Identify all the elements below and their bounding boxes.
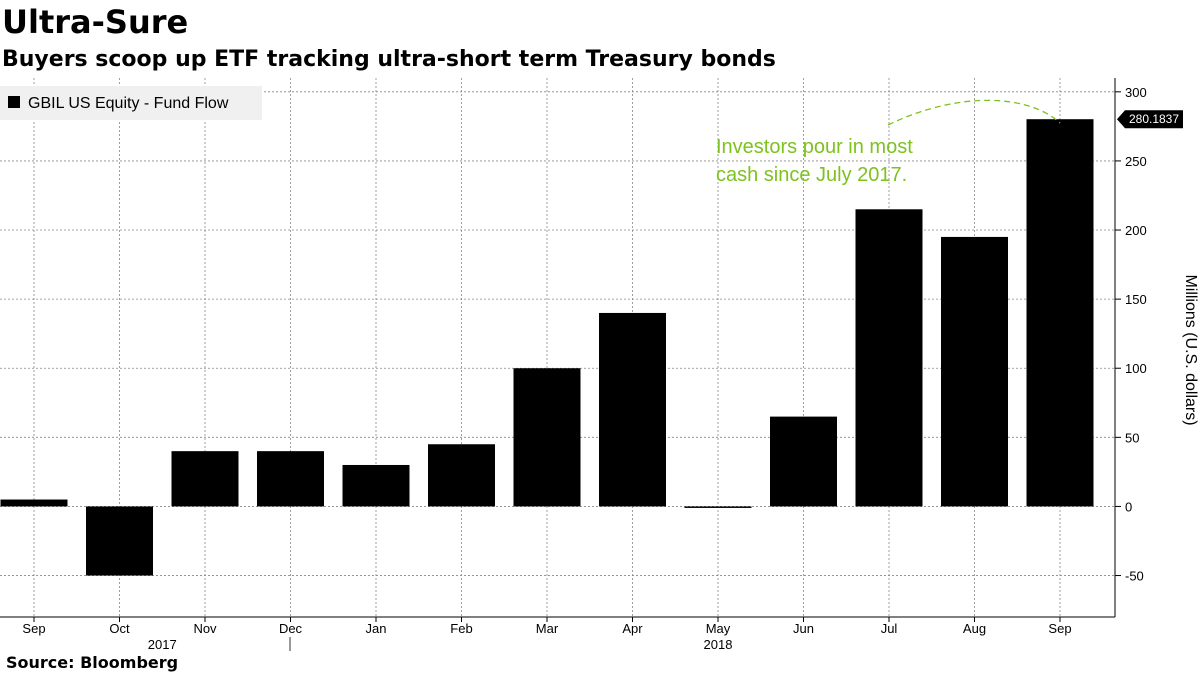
y-tick-label: -50 [1125,569,1144,584]
bar [342,464,410,507]
legend: GBIL US Equity - Fund Flow [0,86,262,120]
y-tick-label: 150 [1125,292,1147,307]
bar [599,312,666,507]
x-tick-label: Feb [450,621,472,636]
bar [171,451,239,507]
bar [428,444,495,507]
last-value-label: 280.1837 [1129,112,1179,126]
annotation-arc [887,99,1061,126]
year-label: 2018 [704,637,733,652]
y-tick-label: 300 [1125,85,1147,100]
y-tick-label: 0 [1125,499,1132,514]
bar [257,451,324,507]
bar [770,416,837,507]
bar [513,368,581,507]
x-tick-label: Oct [109,621,130,636]
year-label: 2017 [148,637,177,652]
x-tick-label: Sep [1048,621,1071,636]
legend-swatch [8,96,20,108]
legend-background [0,86,262,120]
source-note: Source: Bloomberg [6,653,179,672]
bar [684,506,752,508]
bar [1026,119,1094,507]
x-tick-label: Nov [193,621,217,636]
annotation: Investors pour in most cash since July 2… [716,99,1061,186]
axes: -50 0 50 100 150 200 250 300 Sep Oct Nov Dec Jan Feb M… [0,78,1183,652]
y-tick-label: 200 [1125,223,1147,238]
bar [855,209,923,507]
bar [86,506,153,576]
x-tick-label: Mar [536,621,559,636]
x-tick-label: Jun [793,621,814,636]
x-tick-label: Dec [279,621,303,636]
y-tick-label: 100 [1125,361,1147,376]
bars [0,119,1094,576]
x-tick-label: Sep [22,621,45,636]
x-tick-label: Apr [622,621,643,636]
x-tick-label: May [706,621,731,636]
x-tick-label: Aug [963,621,986,636]
bar [0,499,68,507]
bar [941,236,1008,507]
y-tick-label: 50 [1125,430,1139,445]
chart-title: Ultra-Sure [2,3,189,41]
chart-subtitle: Buyers scoop up ETF tracking ultra-short… [2,47,776,72]
legend-label: GBIL US Equity - Fund Flow [28,95,229,112]
y-axis-label: Millions (U.S. dollars) [1182,274,1199,425]
y-tick-label: 250 [1125,154,1147,169]
annotation-line-1: Investors pour in most [716,136,913,158]
x-tick-label: Jan [366,621,387,636]
last-value-badge [1117,110,1183,129]
annotation-line-2: cash since July 2017. [716,164,907,186]
x-tick-label: Jul [881,621,898,636]
